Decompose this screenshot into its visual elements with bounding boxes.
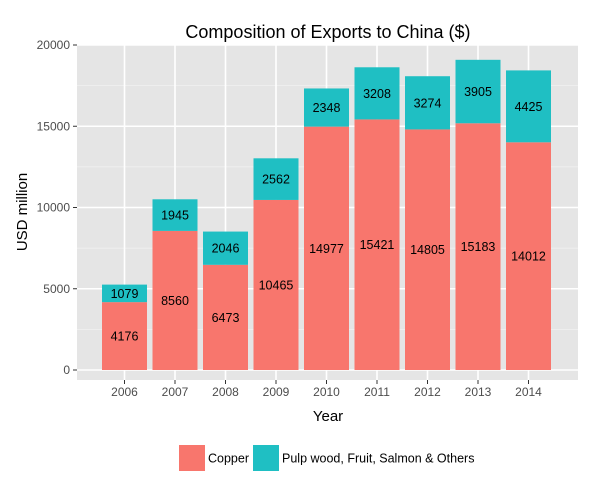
data-label: 1945 <box>161 209 189 223</box>
data-label: 14805 <box>410 243 445 257</box>
bar-segment-copper-2013 <box>455 123 501 371</box>
data-label: 15421 <box>360 238 395 252</box>
x-tick-label: 2014 <box>515 385 542 399</box>
bar-segment-copper-2009 <box>253 199 299 370</box>
bar-segment-copper-2006 <box>102 302 147 370</box>
bar-segment-others-2009 <box>253 158 299 200</box>
bar-segment-copper-2007 <box>152 230 198 370</box>
data-label: 2046 <box>212 242 240 256</box>
bar-segment-others-2013 <box>455 59 501 124</box>
y-tick-label: 0 <box>63 363 70 377</box>
x-tick-label: 2012 <box>414 385 441 399</box>
y-tick-label: 20000 <box>37 38 71 52</box>
data-label: 2348 <box>313 101 341 115</box>
chart-title: Composition of Exports to China ($) <box>185 22 470 42</box>
data-label: 14012 <box>511 250 546 264</box>
y-axis: 0 5000 10000 15000 20000 <box>37 38 77 377</box>
data-label: 3905 <box>464 85 492 99</box>
data-labels: 4176 1079 8560 1945 6473 2046 10465 2562 14977 23… <box>111 85 546 344</box>
x-tick-label: 2008 <box>212 385 239 399</box>
x-tick-label: 2007 <box>162 385 189 399</box>
x-tick-label: 2010 <box>313 385 340 399</box>
data-label: 14977 <box>309 242 344 256</box>
bar-segment-copper-2012 <box>405 129 450 370</box>
bar-segment-others-2006 <box>102 284 147 303</box>
data-label: 1079 <box>111 287 139 301</box>
y-tick-label: 10000 <box>37 201 71 215</box>
bars <box>102 59 551 371</box>
legend-key-copper <box>179 445 205 471</box>
x-tick-label: 2011 <box>364 385 390 399</box>
legend: Copper Pulp wood, Fruit, Salmon & Others <box>179 445 474 471</box>
y-tick-label: 15000 <box>37 119 71 133</box>
legend-label: Copper <box>208 452 249 466</box>
data-label: 15183 <box>461 240 496 254</box>
x-tick-label: 2013 <box>465 385 492 399</box>
x-axis-title: Year <box>313 408 343 425</box>
bar-segment-copper-2014 <box>506 142 551 370</box>
x-tick-label: 2006 <box>111 385 138 399</box>
data-label: 3274 <box>414 96 442 110</box>
data-label: 6473 <box>212 311 240 325</box>
y-axis-title: USD million <box>14 173 31 251</box>
x-axis: 2006 2007 2008 2009 2010 2011 2012 2013 2014 <box>111 380 542 399</box>
bar-segment-others-2010 <box>304 88 349 127</box>
data-label: 4425 <box>515 100 543 114</box>
data-label: 2562 <box>262 173 290 187</box>
bar-segment-others-2012 <box>405 76 450 130</box>
data-label: 3208 <box>363 87 391 101</box>
data-label: 10465 <box>259 278 294 292</box>
bar-segment-copper-2008 <box>203 264 248 370</box>
bar-segment-copper-2011 <box>354 119 400 370</box>
bar-segment-others-2007 <box>152 199 198 231</box>
x-tick-label: 2009 <box>263 385 290 399</box>
data-label: 8560 <box>161 294 189 308</box>
y-tick-label: 5000 <box>43 282 70 296</box>
bar-segment-others-2014 <box>506 70 551 143</box>
bar-segment-others-2011 <box>354 67 400 120</box>
legend-label: Pulp wood, Fruit, Salmon & Others <box>282 452 474 466</box>
legend-key-others <box>253 445 279 471</box>
bar-segment-others-2008 <box>203 231 248 265</box>
data-label: 4176 <box>111 330 139 344</box>
bar-segment-copper-2010 <box>304 126 349 370</box>
